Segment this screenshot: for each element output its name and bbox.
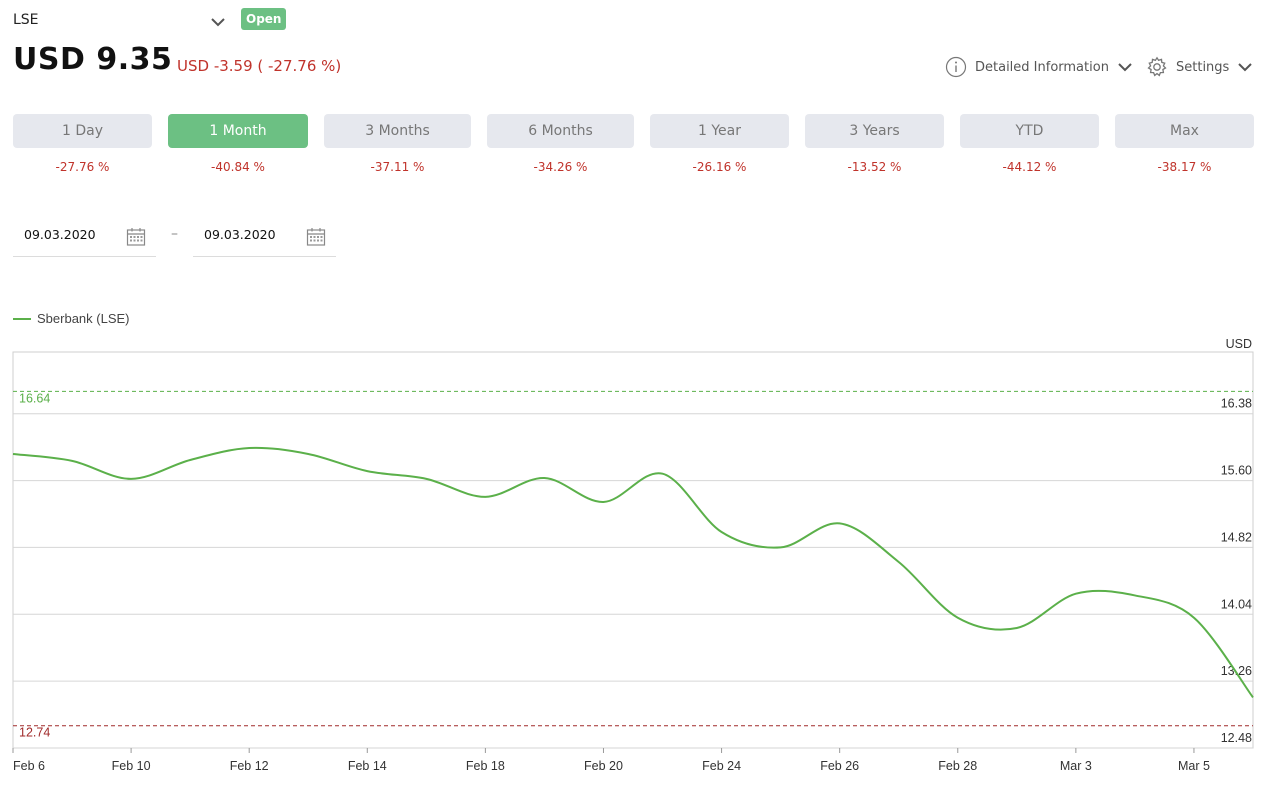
gear-icon	[1147, 56, 1167, 77]
price-chart[interactable]: 12.4813.2614.0414.8215.6016.38USD16.6412…	[0, 330, 1280, 770]
data-point[interactable]	[719, 529, 725, 535]
period-change-max: -38.17 %	[1157, 160, 1212, 174]
x-tick-label: Feb 24	[702, 759, 741, 770]
y-axis-label: USD	[1226, 337, 1252, 351]
calendar-icon[interactable]	[306, 227, 326, 247]
y-tick-label: 14.04	[1221, 597, 1252, 611]
y-tick-label: 15.60	[1221, 464, 1252, 478]
data-point[interactable]	[778, 544, 784, 550]
x-tick-label: Mar 5	[1178, 759, 1210, 770]
data-point[interactable]	[128, 476, 134, 482]
legend-swatch	[13, 317, 31, 320]
data-point[interactable]	[246, 445, 252, 451]
data-point[interactable]	[600, 499, 606, 505]
series-line-sberbank[interactable]	[12, 446, 1254, 699]
period-button-3-months[interactable]: 3 Months	[324, 114, 471, 148]
period-button-6-months[interactable]: 6 Months	[487, 114, 634, 148]
data-point[interactable]	[1014, 625, 1020, 631]
x-tick-label: Feb 28	[938, 759, 977, 770]
x-tick-label: Mar 3	[1060, 759, 1092, 770]
market-status-badge: Open	[241, 8, 287, 30]
period-change-3-years: -13.52 %	[847, 160, 902, 174]
x-tick-label: Feb 12	[230, 759, 269, 770]
date-to-field[interactable]: 09.03.2020	[193, 215, 336, 257]
plot-frame	[12, 351, 1254, 749]
calendar-icon[interactable]	[126, 227, 146, 247]
data-point[interactable]	[10, 451, 16, 457]
period-button-1-year[interactable]: 1 Year	[650, 114, 789, 148]
y-tick-label: 12.48	[1221, 731, 1252, 745]
period-change-3-months: -37.11 %	[370, 160, 425, 174]
period-button-max[interactable]: Max	[1115, 114, 1254, 148]
data-point[interactable]	[660, 471, 666, 477]
data-point[interactable]	[364, 468, 370, 474]
data-point[interactable]	[482, 494, 488, 500]
chevron-down-icon	[1118, 63, 1132, 72]
settings-toggle[interactable]: Settings	[1146, 55, 1253, 79]
date-from-field[interactable]: 09.03.2020	[13, 215, 156, 257]
period-change-1-year: -26.16 %	[692, 160, 747, 174]
period-button-1-day[interactable]: 1 Day	[13, 114, 152, 148]
period-button-1-month[interactable]: 1 Month	[168, 114, 308, 148]
y-tick-label: 14.82	[1221, 530, 1252, 544]
exchange-label: LSE	[13, 12, 39, 28]
y-tick-label: 16.38	[1221, 397, 1252, 411]
data-point[interactable]	[423, 476, 429, 482]
period-button-3-years[interactable]: 3 Years	[805, 114, 944, 148]
settings-label: Settings	[1176, 59, 1230, 75]
current-price: USD 9.35	[13, 42, 173, 77]
detailed-information-label: Detailed Information	[975, 59, 1109, 75]
data-point[interactable]	[837, 520, 843, 526]
date-range-separator: –	[171, 226, 178, 242]
price-change: USD -3.59 ( -27.76 %)	[177, 57, 342, 75]
period-change-1-month: -40.84 %	[211, 160, 265, 174]
x-tick-label: Feb 6	[13, 759, 45, 770]
chevron-down-icon	[1238, 63, 1253, 72]
max-reference-label: 16.64	[19, 391, 50, 405]
period-change-1-day: -27.76 %	[55, 160, 110, 174]
data-point[interactable]	[896, 559, 902, 565]
x-tick-label: Feb 10	[112, 759, 151, 770]
detailed-information-toggle[interactable]: Detailed Information	[945, 56, 1133, 78]
data-point[interactable]	[1073, 591, 1079, 597]
data-point[interactable]	[187, 457, 193, 463]
exchange-dropdown-chevron-icon[interactable]	[208, 12, 228, 32]
period-change-ytd: -44.12 %	[1002, 160, 1057, 174]
x-tick-label: Feb 14	[348, 759, 387, 770]
data-point[interactable]	[1132, 592, 1138, 598]
period-change-6-months: -34.26 %	[533, 160, 588, 174]
chart-legend[interactable]: Sberbank (LSE)	[13, 311, 130, 326]
data-point[interactable]	[1250, 694, 1256, 700]
data-point[interactable]	[541, 475, 547, 481]
x-tick-label: Feb 20	[584, 759, 623, 770]
period-button-ytd[interactable]: YTD	[960, 114, 1099, 148]
data-point[interactable]	[69, 458, 75, 464]
date-to-value: 09.03.2020	[204, 227, 276, 242]
data-point[interactable]	[955, 615, 961, 621]
x-tick-label: Feb 26	[820, 759, 859, 770]
legend-label: Sberbank (LSE)	[37, 311, 130, 326]
data-point[interactable]	[1191, 615, 1197, 621]
min-reference-label: 12.74	[19, 726, 50, 740]
data-point[interactable]	[305, 451, 311, 457]
date-from-value: 09.03.2020	[24, 227, 96, 242]
info-icon	[945, 56, 967, 78]
x-tick-label: Feb 18	[466, 759, 505, 770]
